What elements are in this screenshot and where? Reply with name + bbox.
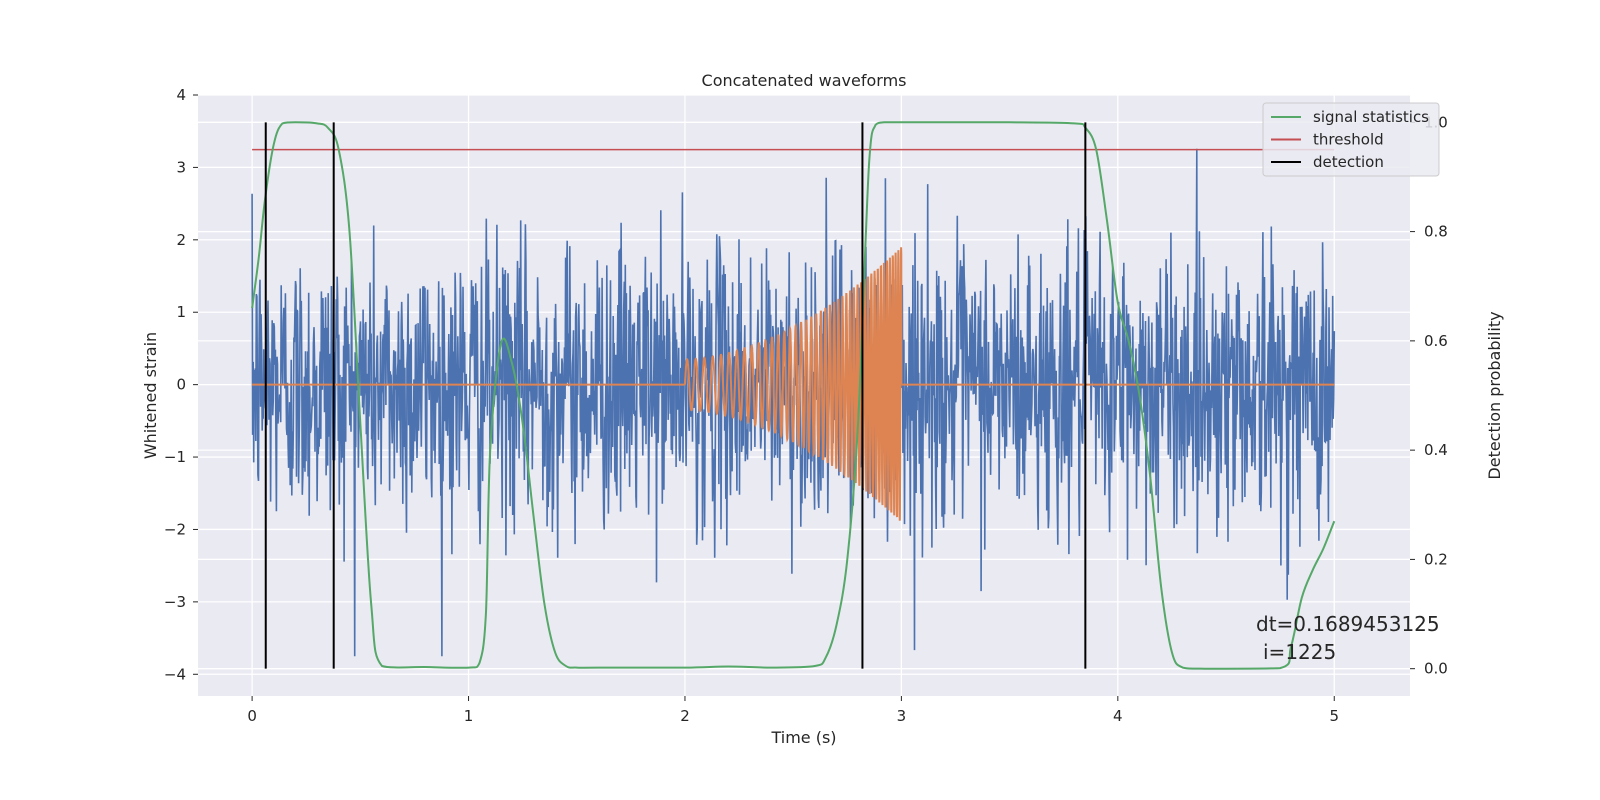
y-tick-label: −1	[164, 448, 186, 466]
legend-label-threshold: threshold	[1313, 131, 1384, 149]
y2-tick-label: 0.2	[1424, 550, 1448, 568]
y-axis-ticks: −4 −3 −2 −1 0 1 2 3 4	[164, 86, 198, 683]
legend: signal statistics threshold detection	[1262, 102, 1440, 177]
y-tick-label: 3	[176, 158, 186, 176]
x-tick-label: 0	[247, 707, 257, 725]
y2-tick-label: 0.6	[1424, 332, 1448, 350]
x-axis-label: Time (s)	[770, 728, 836, 747]
legend-box	[1262, 102, 1440, 177]
legend-label-detection: detection	[1313, 153, 1384, 171]
y2-tick-label: 0.0	[1424, 660, 1448, 678]
signal-statistics-series	[251, 121, 1336, 670]
legend-label-signal-statistics: signal statistics	[1313, 108, 1429, 126]
detection-series	[264, 122, 1087, 669]
y-tick-label: 1	[176, 303, 186, 321]
annotation-dt: dt=0.1689453125	[1256, 612, 1440, 636]
y-tick-label: −2	[164, 520, 186, 538]
x-tick-label: 5	[1329, 707, 1339, 725]
chart-title: Concatenated waveforms	[702, 71, 907, 90]
x-tick-label: 3	[897, 707, 907, 725]
y-axis-label: Whitened strain	[141, 332, 160, 459]
chirp-line	[684, 247, 903, 521]
y2-tick-label: 0.8	[1424, 223, 1448, 241]
x-axis-ticks: 0 1 2 3 4 5	[247, 696, 1339, 725]
y-tick-label: 2	[176, 231, 186, 249]
y-tick-label: 0	[176, 376, 186, 394]
y-tick-label: −4	[164, 665, 186, 683]
signal-statistics-line	[251, 121, 1336, 670]
annotation-index: i=1225	[1263, 640, 1336, 664]
y2-axis-label: Detection probability	[1485, 311, 1504, 479]
y2-axis-ticks: 0.00.20.40.60.81.0	[1410, 113, 1448, 678]
y-tick-label: 4	[176, 86, 186, 104]
x-tick-label: 4	[1113, 707, 1123, 725]
x-tick-label: 2	[680, 707, 690, 725]
y2-tick-label: 0.4	[1424, 441, 1448, 459]
x-tick-label: 1	[464, 707, 474, 725]
y-tick-label: −3	[164, 593, 186, 611]
chirp-series	[252, 247, 1335, 521]
